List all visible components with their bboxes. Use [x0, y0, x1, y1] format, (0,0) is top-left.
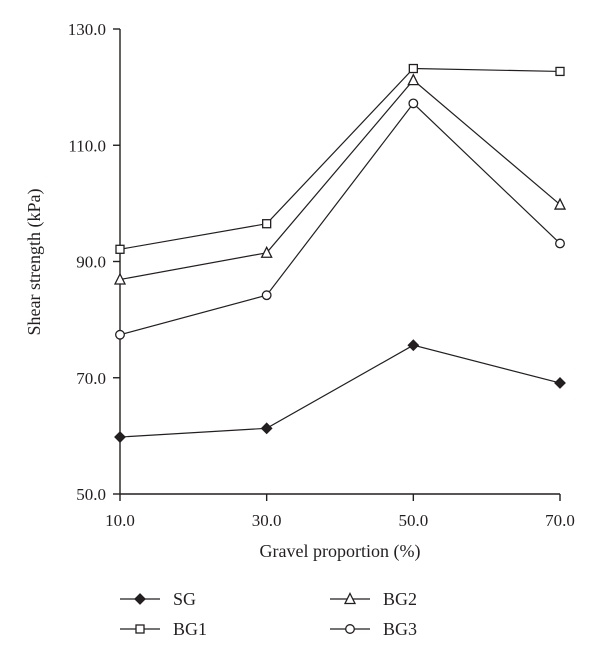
series-bg1: [115, 63, 565, 254]
series-line-bg2: [119, 79, 561, 281]
series-line-bg3: [119, 102, 561, 336]
axes: 50.0 70.0 90.0 110.0 130.0 10.0 30.0 50.0 70.0: [68, 20, 575, 530]
legend-item-sg: SG: [120, 589, 196, 609]
y-tick-label: 130.0: [68, 20, 106, 39]
legend-marker-bg2: [343, 592, 357, 605]
legend-marker-sg: [134, 593, 146, 605]
data-point-bg2: [260, 245, 273, 258]
series-line-sg: [119, 344, 561, 438]
legend-item-bg1: BG1: [120, 619, 207, 639]
series-sg: [114, 339, 566, 443]
y-tick-label: 110.0: [68, 136, 106, 155]
data-point-sg: [114, 431, 126, 443]
data-point-bg1: [555, 66, 565, 77]
legend: SG BG1 BG2 BG3: [120, 589, 417, 639]
y-tick-label: 70.0: [76, 369, 106, 388]
y-tick-label: 90.0: [76, 253, 106, 272]
data-point-bg3: [555, 238, 565, 249]
x-axis-title: Gravel proportion (%): [260, 541, 421, 562]
legend-label-bg2: BG2: [383, 589, 417, 609]
x-tick-label: 70.0: [545, 511, 575, 530]
series-line-bg1: [119, 67, 561, 250]
legend-label-sg: SG: [173, 589, 196, 609]
legend-item-bg3: BG3: [330, 619, 417, 639]
data-point-bg1: [408, 63, 418, 74]
data-point-bg3: [408, 98, 419, 109]
y-axis-title: Shear strength (kPa): [24, 189, 45, 336]
data-point-bg1: [115, 244, 125, 254]
data-point-bg1: [262, 219, 272, 229]
x-tick-label: 50.0: [398, 511, 428, 530]
x-tick-label: 30.0: [252, 511, 282, 530]
legend-marker-bg1: [135, 624, 145, 634]
y-tick-label: 50.0: [76, 485, 106, 504]
data-point-bg3: [115, 329, 125, 340]
data-point-bg3: [261, 290, 272, 301]
legend-item-bg2: BG2: [330, 589, 417, 609]
series-bg3: [115, 98, 565, 340]
series-bg2: [113, 73, 567, 285]
data-point-bg2: [553, 197, 567, 210]
plot-area: [113, 63, 567, 443]
data-point-bg2: [113, 272, 127, 285]
data-point-bg2: [407, 73, 420, 86]
data-point-sg: [554, 377, 566, 389]
legend-marker-bg3: [345, 624, 355, 634]
x-tick-label: 10.0: [105, 511, 135, 530]
legend-label-bg3: BG3: [383, 619, 417, 639]
data-point-sg: [260, 422, 273, 435]
legend-label-bg1: BG1: [173, 619, 207, 639]
data-point-sg: [407, 339, 420, 352]
